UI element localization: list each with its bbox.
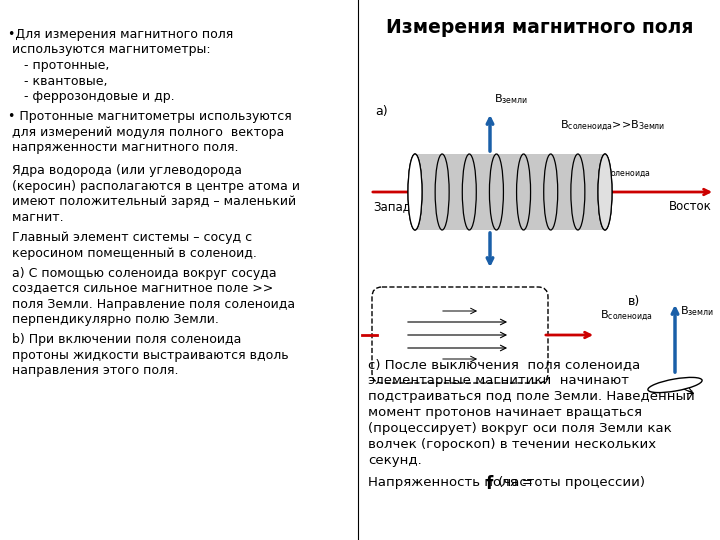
Ellipse shape (544, 154, 558, 230)
Text: Напряженность поля =: Напряженность поля = (368, 476, 537, 489)
Text: для измерений модуля полного  вектора: для измерений модуля полного вектора (8, 126, 284, 139)
Text: имеют положительный заряд – маленький: имеют положительный заряд – маленький (8, 195, 296, 208)
Text: f: f (485, 475, 493, 493)
Text: B$_{\rm соленоида}$: B$_{\rm соленоида}$ (600, 308, 653, 323)
Text: момент протонов начинает вращаться: момент протонов начинает вращаться (368, 406, 642, 419)
Text: Измерения магнитного поля: Измерения магнитного поля (387, 18, 693, 37)
Ellipse shape (408, 154, 422, 230)
Text: B$_{\rm соленоида}$>>B$_{\rm Земли}$: B$_{\rm соленоида}$>>B$_{\rm Земли}$ (560, 118, 665, 133)
Text: протоны жидкости выстраиваются вдоль: протоны жидкости выстраиваются вдоль (8, 349, 289, 362)
Text: керосином помещенный в соленоид.: керосином помещенный в соленоид. (8, 247, 257, 260)
Text: используются магнитометры:: используются магнитометры: (8, 44, 211, 57)
Ellipse shape (598, 154, 612, 230)
Text: c) После выключения  поля соленоида: c) После выключения поля соленоида (368, 358, 640, 371)
Ellipse shape (516, 154, 531, 230)
Text: подстраиваться под поле Земли. Наведенный: подстраиваться под поле Земли. Наведенны… (368, 390, 695, 403)
Text: секунд.: секунд. (368, 454, 422, 467)
Text: - феррозондовые и др.: - феррозондовые и др. (8, 90, 175, 103)
Text: магнит.: магнит. (8, 211, 63, 224)
Text: (процессирует) вокруг оси поля Земли как: (процессирует) вокруг оси поля Земли как (368, 422, 672, 435)
Text: поля Земли. Направление поля соленоида: поля Земли. Направление поля соленоида (8, 298, 295, 310)
Text: (керосин) располагаются в центре атома и: (керосин) располагаются в центре атома и (8, 180, 300, 193)
Text: создается сильное магнитное поле >>: создается сильное магнитное поле >> (8, 282, 274, 295)
Text: перпендикулярно полю Земли.: перпендикулярно полю Земли. (8, 313, 219, 326)
Bar (415, 154, 605, 230)
Text: Ядра водорода (или углеводорода: Ядра водорода (или углеводорода (8, 164, 242, 178)
Ellipse shape (462, 154, 477, 230)
Text: - квантовые,: - квантовые, (8, 75, 107, 87)
Text: б): б) (375, 295, 387, 308)
Ellipse shape (408, 154, 422, 230)
Text: волчек (гороскоп) в течении нескольких: волчек (гороскоп) в течении нескольких (368, 438, 656, 451)
Text: Запад: Запад (373, 200, 411, 213)
Ellipse shape (490, 154, 503, 230)
Text: (частоты процессии): (частоты процессии) (494, 476, 644, 489)
Text: B$_{\rm соленоида}$: B$_{\rm соленоида}$ (598, 165, 651, 180)
Ellipse shape (598, 154, 612, 230)
Text: b) При включении поля соленоида: b) При включении поля соленоида (8, 333, 241, 346)
Text: в): в) (628, 295, 640, 308)
Text: •Для измерения магнитного поля: •Для измерения магнитного поля (8, 28, 233, 41)
Text: a) С помощью соленоида вокруг сосуда: a) С помощью соленоида вокруг сосуда (8, 267, 276, 280)
Text: B$_{\rm земли}$: B$_{\rm земли}$ (680, 304, 714, 318)
Text: Главный элемент системы – сосуд с: Главный элемент системы – сосуд с (8, 231, 252, 244)
Text: напряженности магнитного поля.: напряженности магнитного поля. (8, 141, 238, 154)
Text: • Протонные магнитометры используются: • Протонные магнитометры используются (8, 110, 292, 123)
Text: Восток: Восток (669, 200, 712, 213)
Ellipse shape (648, 377, 702, 393)
Ellipse shape (435, 154, 449, 230)
Text: B$_{\rm земли}$: B$_{\rm земли}$ (494, 92, 528, 106)
Text: направления этого поля.: направления этого поля. (8, 364, 179, 377)
Text: - протонные,: - протонные, (8, 59, 109, 72)
FancyBboxPatch shape (372, 287, 548, 383)
Text: а): а) (375, 105, 387, 118)
Text: элементарные магнитики  начинают: элементарные магнитики начинают (368, 374, 629, 387)
Ellipse shape (571, 154, 585, 230)
